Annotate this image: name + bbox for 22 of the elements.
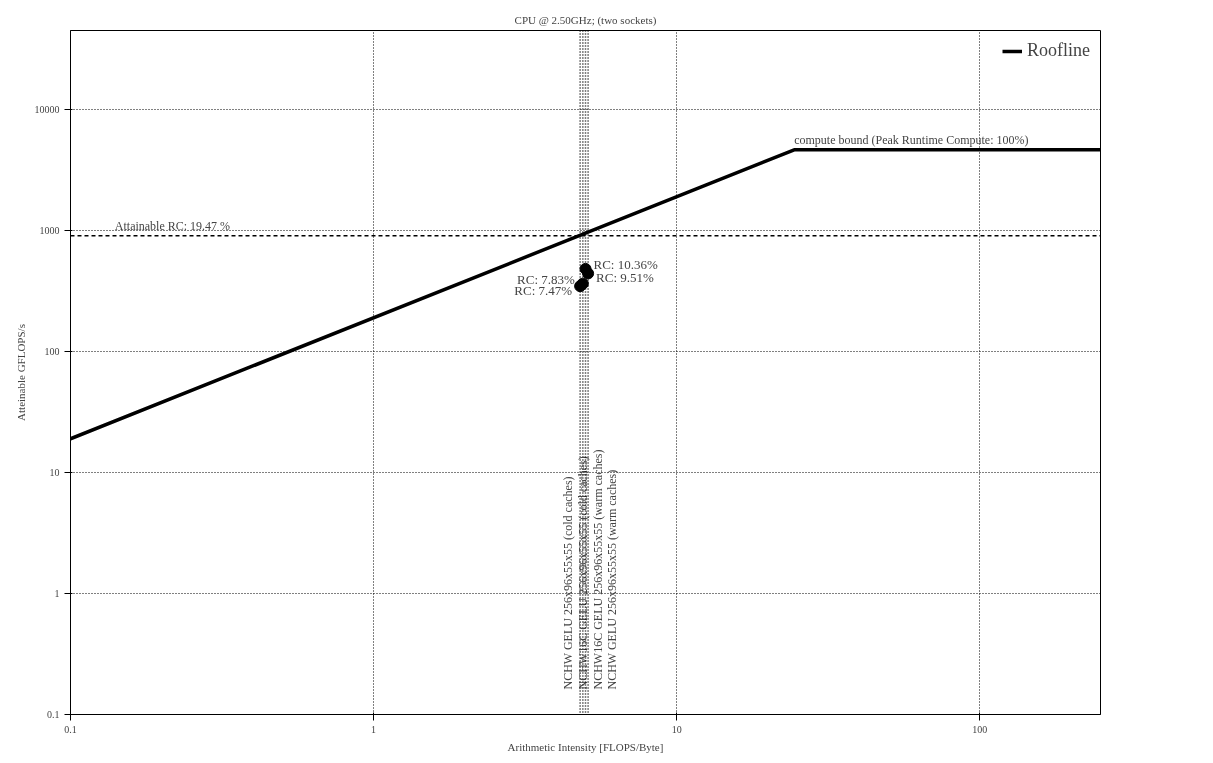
ref-line-label: NCHW16C GELU 256x96x55x55 (cold caches)	[575, 456, 590, 690]
y-tick-label: 1	[54, 588, 60, 600]
y-tick-label: 0.1	[47, 709, 60, 720]
chart-title: CPU @ 2.50GHz; (two sockets)	[514, 13, 657, 27]
annotation: compute bound (Peak Runtime Compute: 100%)	[794, 132, 1029, 147]
y-axis-title: Atteinable GFLOPS/s	[14, 324, 27, 421]
annotation: RC: 9.51%	[596, 270, 655, 286]
ref-line-label: NCHW GELU 256x96x55x55 (warm caches)	[605, 469, 620, 690]
annotation: Attainable RC: 19.47 %	[114, 218, 231, 233]
y-tick-label: 10	[49, 467, 60, 479]
x-axis-title: Arithmetic Intensity [FLOPS/Byte]	[507, 740, 664, 753]
y-tick-label: 1000	[39, 225, 60, 237]
x-tick-label: 1	[371, 723, 377, 735]
annotation: RC: 10.36%	[593, 256, 658, 272]
ref-line-label: NCHW GELU 256x96x55x55 (cold caches)	[561, 476, 576, 690]
x-tick-label: 10	[671, 723, 682, 735]
legend-label: Roofline	[1027, 40, 1090, 61]
y-tick-label: 100	[44, 346, 60, 358]
ref-line-label: NCHW16C GELU 256x96x55x55 (warm caches)	[590, 449, 605, 690]
x-tick-label: 0.1	[64, 723, 77, 735]
y-tick-label: 10000	[34, 104, 60, 116]
x-tick-label: 100	[972, 723, 988, 735]
